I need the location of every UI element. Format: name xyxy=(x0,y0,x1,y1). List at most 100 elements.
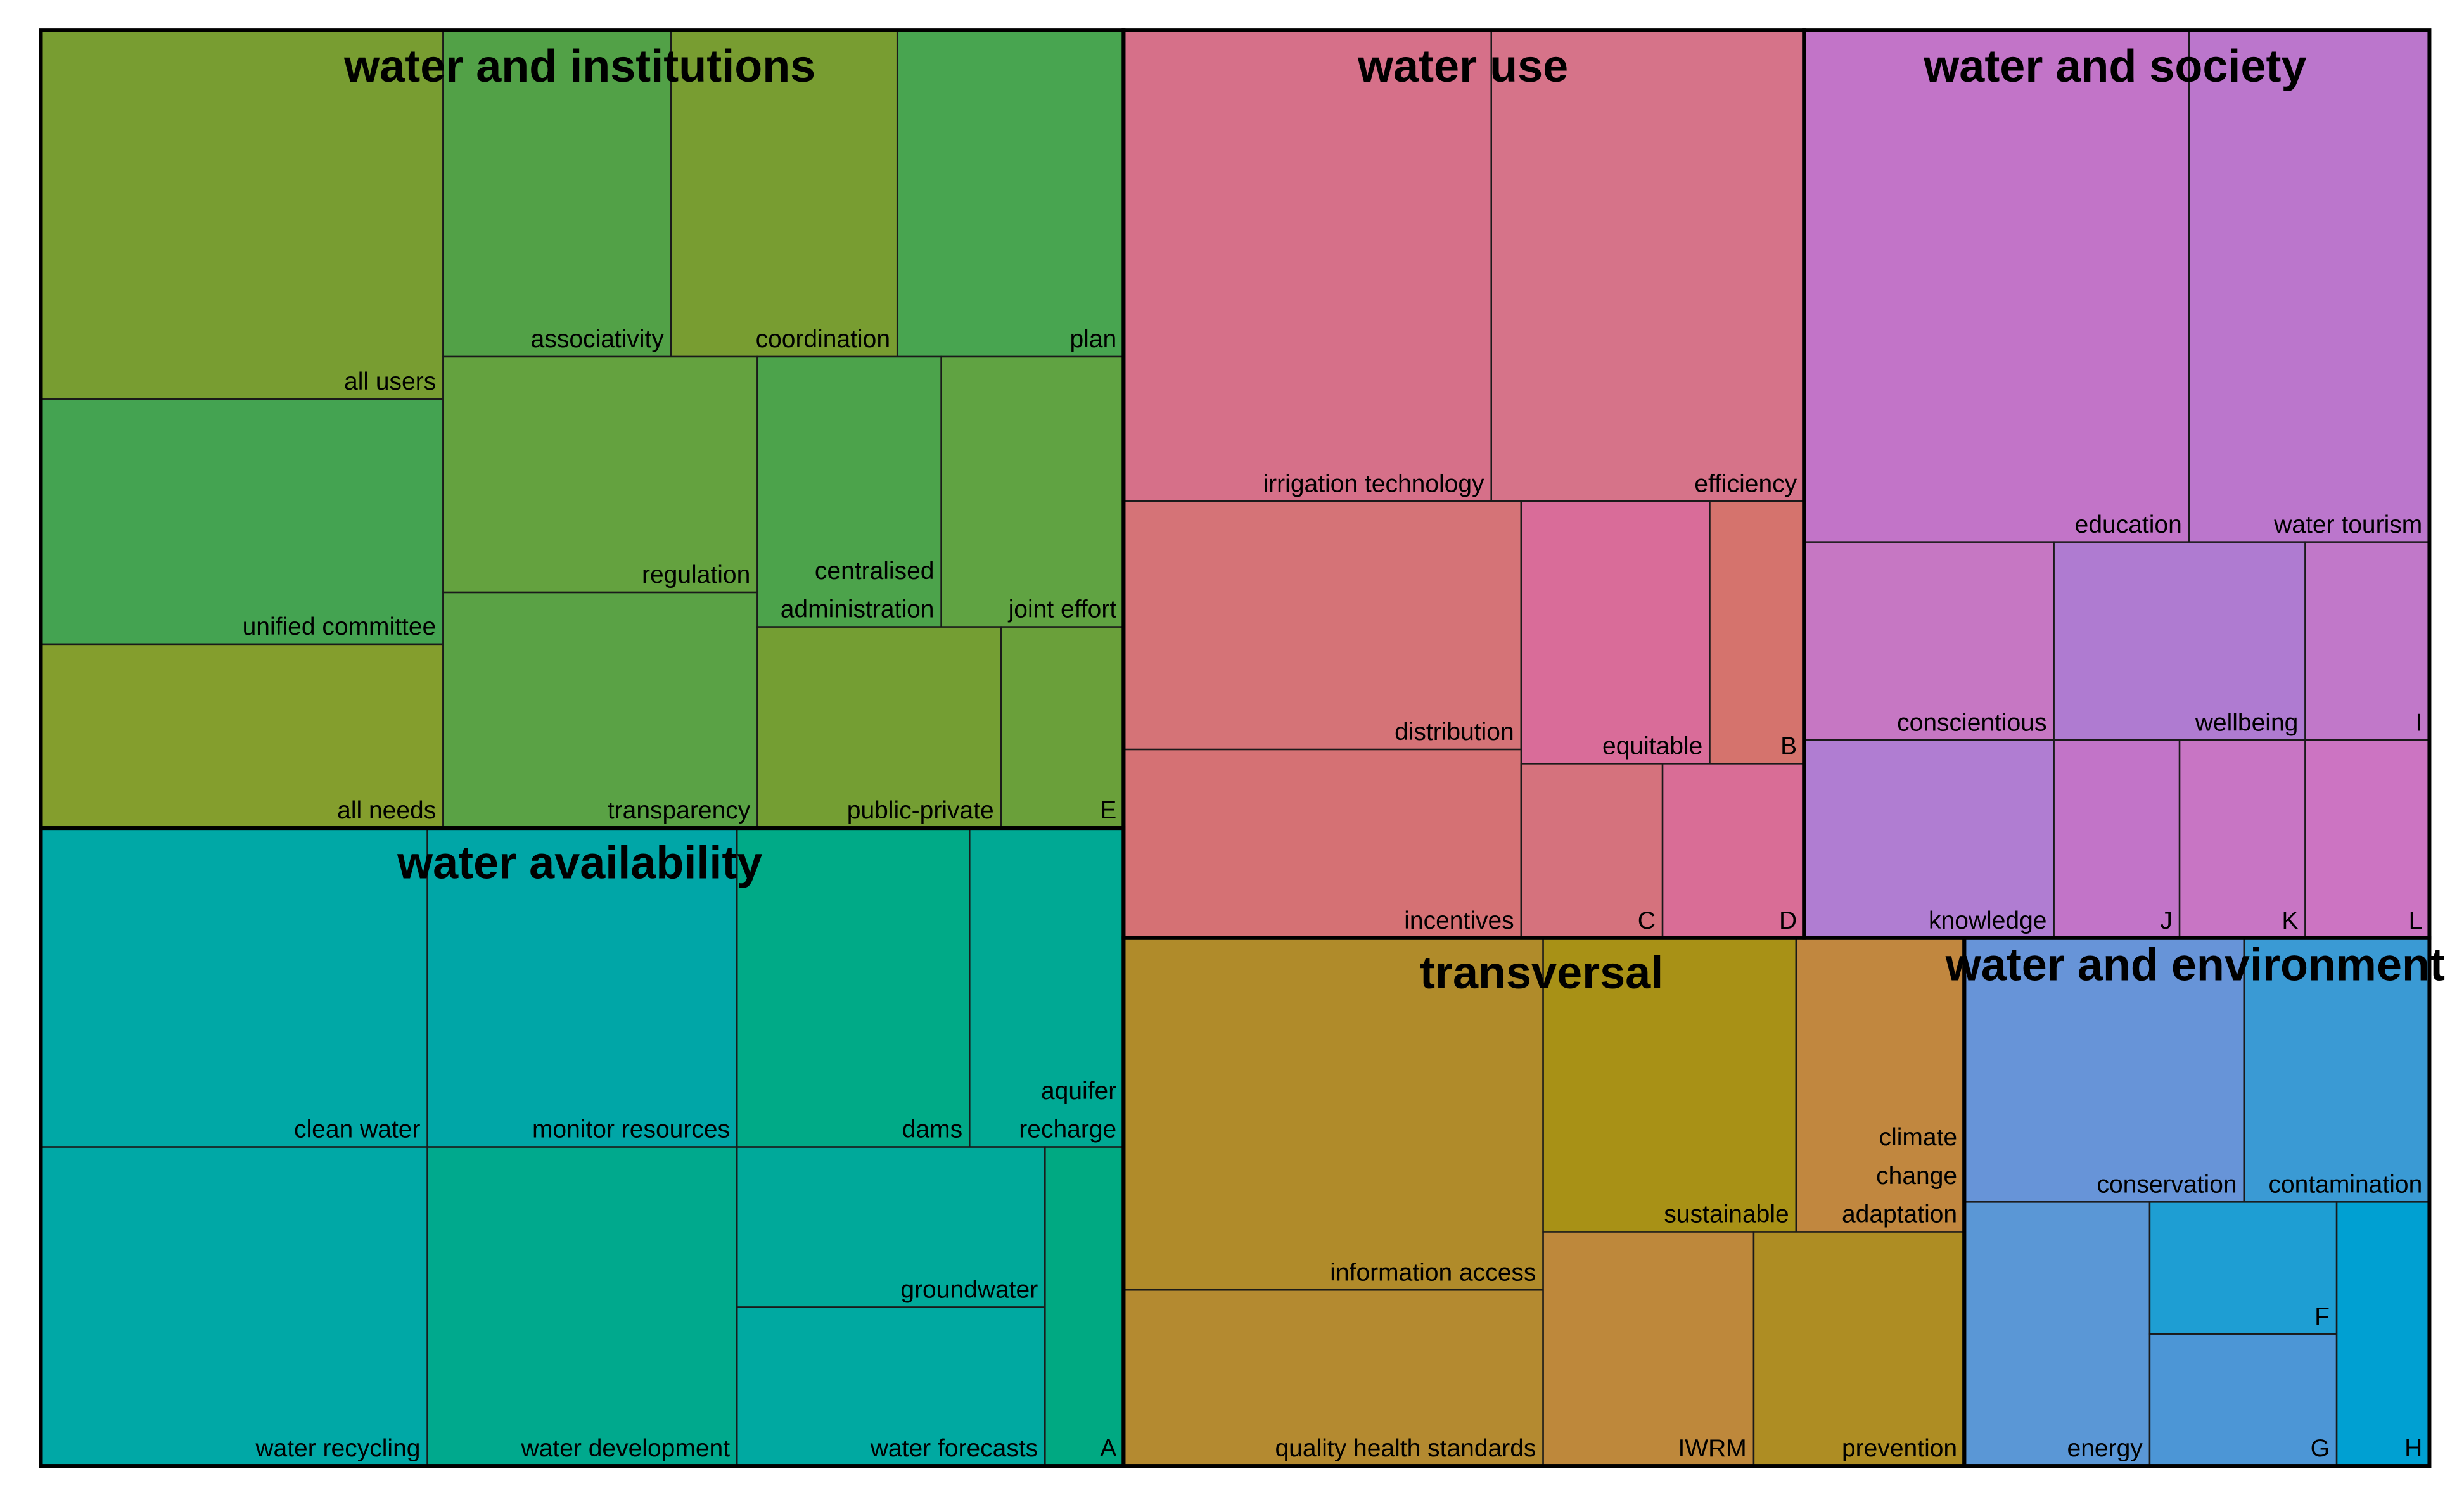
tile-water-and-environment-conservation xyxy=(1963,937,2245,1203)
tile-water-and-institutions-all-users xyxy=(40,29,444,400)
tile-water-availability-monitor-resources xyxy=(426,827,738,1148)
tile-water-and-environment-h xyxy=(2335,1201,2430,1467)
tile-label-information-access: information access xyxy=(1330,1259,1536,1286)
tile-water-and-institutions-coordination xyxy=(670,29,898,358)
tile-water-and-institutions-joint-effort xyxy=(940,355,1125,628)
tile-label-monitor-resources: monitor resources xyxy=(532,1116,730,1143)
tile-label-conscientious: conscientious xyxy=(1897,709,2046,736)
tile-label-f: F xyxy=(2314,1303,2330,1330)
tile-label-water-development: water development xyxy=(521,1435,731,1462)
tile-label-unified-committee: unified committee xyxy=(243,613,437,640)
tile-label-wellbeing: wellbeing xyxy=(2195,709,2299,736)
tile-label-a: A xyxy=(1100,1435,1116,1462)
tile-label-joint-effort: joint effort xyxy=(1008,596,1117,623)
tile-transversal-prevention xyxy=(1752,1231,1965,1467)
tile-label-h: H xyxy=(2404,1435,2422,1462)
tile-water-and-society-education xyxy=(1803,29,2190,543)
tile-water-and-institutions-e xyxy=(1000,626,1125,829)
tile-water-use-incentives xyxy=(1123,748,1522,939)
tile-label-e: E xyxy=(1100,797,1116,824)
tile-label-equitable: equitable xyxy=(1602,733,1702,760)
tile-label-l: L xyxy=(2409,907,2423,934)
group-title-transversal: transversal xyxy=(1420,948,1663,998)
tile-water-use-d xyxy=(1661,763,1805,939)
tile-water-and-environment-g xyxy=(2148,1333,2338,1467)
tile-water-use-b xyxy=(1709,500,1805,765)
tile-label-all-needs: all needs xyxy=(337,797,436,824)
tile-label-contamination: contamination xyxy=(2268,1171,2422,1198)
tile-label-prevention: prevention xyxy=(1842,1435,1957,1462)
tile-water-and-society-i xyxy=(2304,541,2430,741)
tile-transversal-iwrm xyxy=(1542,1231,1755,1467)
tile-water-availability-water-forecasts xyxy=(736,1306,1046,1467)
tile-label-plan: plan xyxy=(1069,326,1116,353)
tile-water-use-c xyxy=(1520,763,1664,939)
tile-label-energy: energy xyxy=(2067,1435,2143,1462)
tile-label-i: I xyxy=(2415,709,2422,736)
tile-water-and-society-l xyxy=(2304,739,2430,939)
group-title-water-availability: water availability xyxy=(397,837,762,888)
tile-water-and-society-water-tourism xyxy=(2188,29,2430,543)
tile-label-conservation: conservation xyxy=(2097,1171,2237,1198)
tile-label-water-forecasts: water forecasts xyxy=(870,1435,1038,1462)
tile-water-availability-groundwater xyxy=(736,1146,1046,1308)
tile-water-availability-dams xyxy=(736,827,971,1148)
tile-water-availability-water-development xyxy=(426,1146,738,1467)
group-title-water-use: water use xyxy=(1357,41,1568,92)
tile-water-and-society-wellbeing xyxy=(2053,541,2306,741)
tile-label-climate-change-adaptation: climate change adaptation xyxy=(1842,1124,1957,1228)
tile-water-and-institutions-unified-committee xyxy=(40,398,444,646)
tile-label-groundwater: groundwater xyxy=(900,1276,1038,1304)
tile-water-availability-water-recycling xyxy=(40,1146,428,1467)
tile-water-availability-aquifer-recharge xyxy=(969,827,1125,1148)
tile-label-clean-water: clean water xyxy=(294,1116,420,1143)
tile-water-availability-a xyxy=(1044,1146,1125,1467)
tile-label-g: G xyxy=(2311,1435,2330,1462)
tile-label-b: B xyxy=(1780,733,1797,760)
tile-label-distribution: distribution xyxy=(1395,718,1514,746)
tile-label-efficiency: efficiency xyxy=(1694,470,1797,497)
tile-label-knowledge: knowledge xyxy=(1929,907,2046,934)
tile-label-dams: dams xyxy=(902,1116,962,1143)
tile-water-and-environment-energy xyxy=(1963,1201,2151,1467)
tile-label-transparency: transparency xyxy=(608,797,751,824)
tile-label-public-private: public-private xyxy=(847,797,994,824)
tile-label-aquifer-recharge: aquifer recharge xyxy=(1019,1078,1116,1143)
tile-label-incentives: incentives xyxy=(1404,907,1514,934)
tile-water-and-society-conscientious xyxy=(1803,541,2055,741)
tile-label-c: C xyxy=(1638,907,1656,934)
group-title-water-and-environment: water and environment xyxy=(1945,940,2445,991)
tile-label-quality-health-standards: quality health standards xyxy=(1275,1435,1536,1462)
tile-label-all-users: all users xyxy=(344,368,436,395)
tile-water-and-institutions-centralised-administration xyxy=(756,355,942,628)
tile-label-sustainable: sustainable xyxy=(1664,1201,1789,1228)
tile-water-and-institutions-all-needs xyxy=(40,643,444,829)
tile-transversal-information-access xyxy=(1123,937,1544,1291)
tile-water-and-institutions-regulation xyxy=(442,355,758,594)
tile-label-j: J xyxy=(2160,907,2173,934)
tile-transversal-sustainable xyxy=(1542,937,1797,1233)
tile-label-irrigation-technology: irrigation technology xyxy=(1263,470,1485,497)
group-title-water-and-society: water and society xyxy=(1923,41,2306,92)
tile-label-coordination: coordination xyxy=(756,326,890,353)
tile-water-and-environment-f xyxy=(2148,1201,2338,1335)
tile-label-education: education xyxy=(2075,511,2182,538)
tile-water-and-institutions-associativity xyxy=(442,29,672,358)
tile-label-k: K xyxy=(2282,907,2298,934)
tile-label-iwrm: IWRM xyxy=(1678,1435,1746,1462)
tile-water-and-environment-contamination xyxy=(2243,937,2430,1203)
tile-water-use-irrigation-technology xyxy=(1123,29,1492,502)
tile-label-regulation: regulation xyxy=(642,561,750,589)
group-title-water-and-institutions: water and institutions xyxy=(343,41,815,92)
tile-label-associativity: associativity xyxy=(531,326,665,353)
tile-label-d: D xyxy=(1779,907,1797,934)
tile-water-use-equitable xyxy=(1520,500,1711,765)
tile-water-use-distribution xyxy=(1123,500,1522,751)
tile-label-water-recycling: water recycling xyxy=(255,1435,420,1462)
tile-water-use-efficiency xyxy=(1490,29,1805,502)
tile-label-centralised-administration: centralised administration xyxy=(781,557,935,623)
tile-water-and-institutions-transparency xyxy=(442,591,758,829)
tile-water-and-society-k xyxy=(2178,739,2306,939)
tile-label-water-tourism: water tourism xyxy=(2273,511,2422,538)
